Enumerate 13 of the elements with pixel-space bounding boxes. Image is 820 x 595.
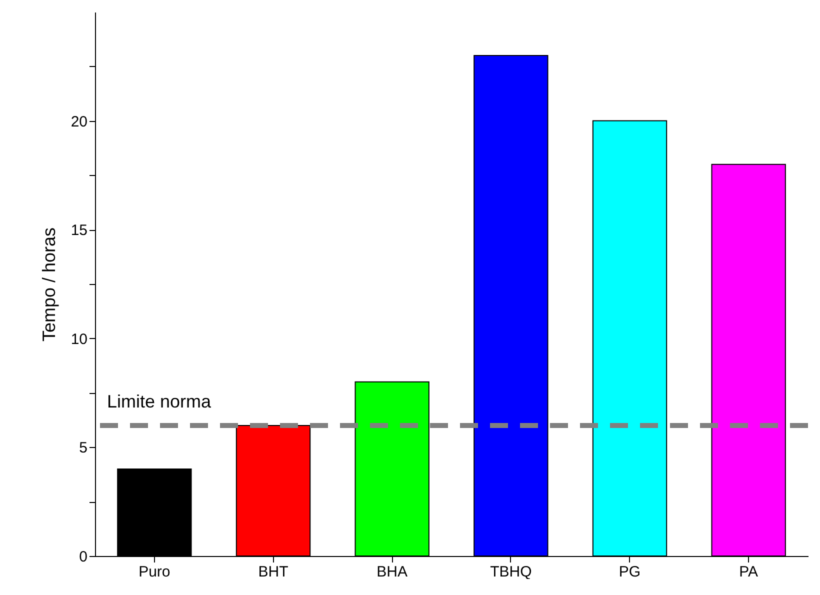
x-tick-label: TBHQ bbox=[490, 564, 532, 580]
y-tick-label: 20 bbox=[70, 113, 88, 130]
x-tick-label: PA bbox=[739, 564, 758, 580]
x-tick-label: BHT bbox=[258, 564, 288, 580]
y-tick-label: 5 bbox=[79, 440, 88, 457]
y-tick-label: 10 bbox=[70, 330, 88, 348]
x-tick-label: PG bbox=[618, 564, 641, 580]
ref-line-label: Limite norma bbox=[107, 391, 212, 412]
y-tick-label: 0 bbox=[79, 548, 88, 566]
x-tick-label: BHA bbox=[376, 564, 408, 580]
y-tick-label: 15 bbox=[70, 222, 88, 240]
x-tick-label: Puro bbox=[138, 564, 170, 580]
y-axis-title: Tempo / horas bbox=[38, 227, 59, 342]
